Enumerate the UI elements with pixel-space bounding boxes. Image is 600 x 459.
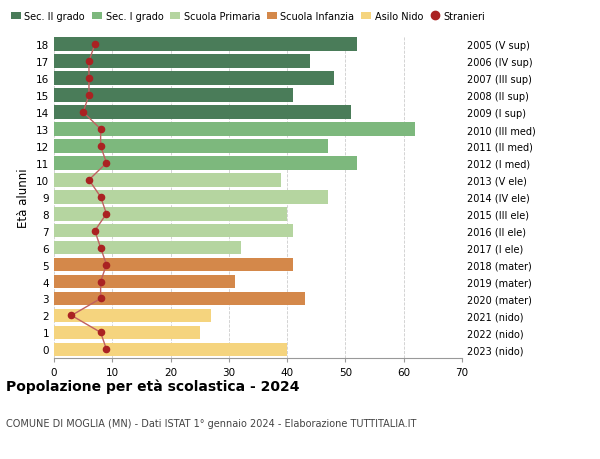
Bar <box>54 343 287 356</box>
Point <box>96 126 106 134</box>
Point <box>84 177 94 184</box>
Point <box>90 41 100 49</box>
Text: COMUNE DI MOGLIA (MN) - Dati ISTAT 1° gennaio 2024 - Elaborazione TUTTITALIA.IT: COMUNE DI MOGLIA (MN) - Dati ISTAT 1° ge… <box>6 418 416 428</box>
Point <box>96 245 106 252</box>
Point <box>96 143 106 150</box>
Point <box>84 92 94 100</box>
Bar <box>54 190 328 204</box>
Bar <box>54 326 200 339</box>
Bar <box>54 140 328 153</box>
Bar <box>54 309 211 323</box>
Bar <box>54 157 357 170</box>
Bar <box>54 89 293 103</box>
Text: Popolazione per età scolastica - 2024: Popolazione per età scolastica - 2024 <box>6 379 299 393</box>
Y-axis label: Età alunni: Età alunni <box>17 168 31 227</box>
Point <box>90 228 100 235</box>
Point <box>101 160 111 167</box>
Point <box>79 109 88 117</box>
Bar <box>54 123 415 136</box>
Point <box>101 211 111 218</box>
Bar <box>54 224 293 238</box>
Bar <box>54 241 241 255</box>
Bar <box>54 72 334 86</box>
Point <box>96 278 106 285</box>
Bar <box>54 292 305 306</box>
Bar <box>54 207 287 221</box>
Legend: Sec. II grado, Sec. I grado, Scuola Primaria, Scuola Infanzia, Asilo Nido, Stran: Sec. II grado, Sec. I grado, Scuola Prim… <box>11 12 485 22</box>
Point <box>84 75 94 83</box>
Point <box>101 261 111 269</box>
Point <box>96 194 106 201</box>
Bar <box>54 258 293 272</box>
Point <box>84 58 94 66</box>
Bar <box>54 275 235 289</box>
Bar <box>54 56 310 69</box>
Y-axis label: Anni di nascita: Anni di nascita <box>599 154 600 241</box>
Point <box>101 346 111 353</box>
Bar <box>54 174 281 187</box>
Point <box>96 329 106 336</box>
Bar <box>54 39 357 52</box>
Bar <box>54 106 351 120</box>
Point <box>96 295 106 302</box>
Point <box>67 312 76 319</box>
